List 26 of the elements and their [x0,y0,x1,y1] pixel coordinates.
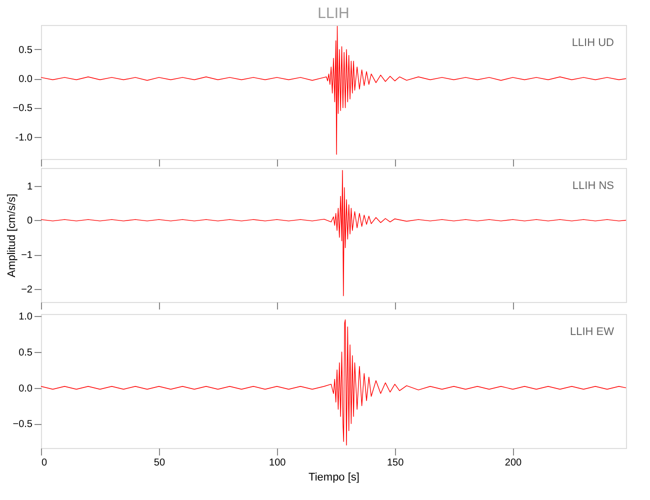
y-tick-label: 1.0 [18,312,33,323]
annotation: LLIH EW [570,326,615,338]
y-tick-label: 0.0 [18,74,33,86]
x-tick-label: 200 [504,458,522,468]
y-tick-label: −0.5 [12,419,33,430]
annotation: LLIH NS [572,180,614,192]
x-tick-label: 0 [42,458,48,468]
y-tick-label: 0.0 [18,383,33,394]
annotation: LLIH UD [572,37,614,49]
y-axis-title: Amplitud [cm/s/s] [6,194,18,278]
x-tick-label: 150 [386,458,404,468]
y-tick-label: −2 [21,284,33,296]
x-tick-label: 50 [154,458,166,468]
line-series [41,319,626,446]
chart-title: LLIH [318,5,350,22]
y-tick-label: −0.5 [12,103,33,114]
y-tick-label: 1 [26,181,33,192]
line-series [41,170,626,296]
y-tick-label: 0.5 [18,44,33,56]
line-series [41,26,626,155]
y-tick-label: −1 [21,250,33,262]
y-tick-label: -1.0 [15,132,33,144]
x-tick-label: 100 [269,458,286,468]
y-tick-label: 0.5 [18,347,33,358]
y-tick-label: 0 [26,216,33,227]
x-axis-title: Tiempo [s] [308,472,360,484]
